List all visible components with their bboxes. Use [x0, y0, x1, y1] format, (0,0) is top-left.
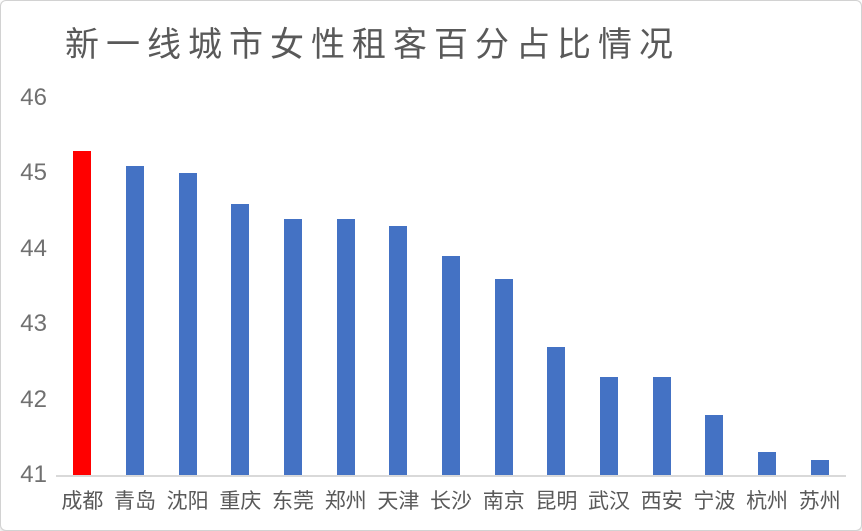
y-axis: 46 45 44 43 42 41: [1, 84, 47, 488]
bar-slot: [688, 98, 741, 475]
bar-slot: [161, 98, 214, 475]
x-axis: 成都 青岛 沈阳 重庆 东莞 郑州 天津 长沙 南京 昆明 武汉 西安 宁波 杭州 苏州: [56, 485, 846, 515]
chart-title: 新一线城市女性租客百分占比情况: [65, 26, 680, 64]
bar-苏州: [810, 459, 829, 475]
bar-东莞: [284, 218, 303, 475]
bar-slot: [319, 98, 372, 475]
y-tick-label: 43: [20, 310, 47, 338]
bar-昆明: [547, 346, 566, 475]
bar-slot: [793, 98, 846, 475]
bar-slot: [109, 98, 162, 475]
bar-青岛: [126, 165, 144, 475]
x-tick-label: 青岛: [114, 490, 156, 513]
bar-长沙: [442, 256, 461, 475]
bar-slot: [56, 98, 109, 475]
x-tick-label: 昆明: [535, 490, 578, 513]
bar-成都: [73, 150, 92, 475]
bar-slot: [214, 98, 267, 475]
x-tick-label: 长沙: [430, 490, 473, 513]
bar-天津: [389, 226, 408, 475]
x-tick-label: 东莞: [272, 490, 315, 513]
x-tick-label: 苏州: [798, 490, 841, 513]
x-tick-label: 西安: [640, 490, 683, 513]
bar-武汉: [600, 376, 619, 475]
x-tick-label: 成都: [61, 490, 104, 513]
bar-南京: [494, 278, 513, 475]
x-tick-label: 宁波: [693, 490, 736, 513]
x-tick-label: 天津: [377, 490, 420, 513]
bar-slot: [530, 98, 583, 475]
bar-slot: [583, 98, 636, 475]
bar-重庆: [231, 203, 250, 475]
bar-slot: [267, 98, 320, 475]
bar-郑州: [336, 218, 355, 475]
bar-沈阳: [178, 173, 197, 475]
bar-slot: [741, 98, 794, 475]
y-tick-label: 42: [20, 385, 47, 413]
x-tick-label: 杭州: [746, 490, 789, 513]
bar-slot: [477, 98, 530, 475]
bar-slot: [635, 98, 688, 475]
x-tick-label: 重庆: [219, 490, 262, 513]
bar-宁波: [705, 414, 724, 475]
bar-slot: [425, 98, 478, 475]
bar-西安: [652, 376, 671, 475]
y-tick-label: 41: [20, 461, 47, 488]
x-tick-label: 郑州: [324, 490, 367, 513]
y-tick-label: 44: [20, 234, 47, 262]
x-tick-label: 南京: [482, 490, 525, 513]
x-tick-label: 武汉: [588, 490, 631, 513]
plot-area: [56, 98, 846, 477]
bar-slot: [372, 98, 425, 475]
x-tick-label: 沈阳: [166, 490, 209, 513]
bar-杭州: [758, 452, 777, 475]
y-tick-label: 45: [20, 159, 47, 187]
y-tick-label: 46: [20, 84, 47, 111]
